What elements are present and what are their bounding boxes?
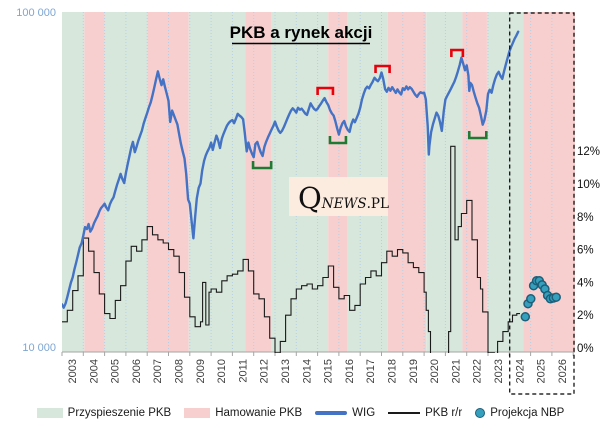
legend-item-wig: WIG bbox=[315, 407, 375, 419]
trough-bracket-icon bbox=[328, 136, 348, 145]
right-axis-label: 4% bbox=[577, 277, 594, 289]
chart-title: PKB a rynek akcji bbox=[230, 23, 373, 42]
peak-bracket-icon bbox=[316, 86, 335, 95]
legend-label-projection: Projekcja NBP bbox=[490, 407, 565, 419]
x-axis-year-label: 2008 bbox=[174, 359, 186, 383]
gdp-phase-band-green bbox=[62, 12, 85, 352]
right-axis-label: 8% bbox=[577, 212, 594, 224]
gdp-phase-band-green bbox=[188, 12, 246, 352]
legend-label-pkb: PKB r/r bbox=[425, 407, 463, 419]
chart-canvas: 2003 2004 2005 2006 2007 2008 2009 2010 2011 2012… bbox=[16, 7, 600, 395]
trough-bracket-icon bbox=[467, 131, 488, 140]
gdp-phase-band-pink bbox=[462, 12, 487, 352]
qnews-watermark: QNEWS.PL bbox=[298, 181, 389, 215]
green-band-swatch-icon bbox=[36, 408, 63, 418]
x-axis-year-label: 2015 bbox=[323, 359, 335, 383]
right-axis-label: 2% bbox=[577, 310, 594, 322]
x-axis-year-label: 2014 bbox=[301, 359, 313, 383]
projection-period-box bbox=[509, 12, 575, 395]
teal-dot-swatch-icon bbox=[475, 408, 486, 418]
x-axis-year-label: 2006 bbox=[131, 359, 143, 383]
gdp-phase-band-pink bbox=[245, 12, 272, 352]
x-axis-year-label: 2013 bbox=[280, 359, 292, 383]
x-axis-year-label: 2011 bbox=[237, 359, 249, 383]
gdp-phase-band-green bbox=[426, 12, 463, 352]
x-axis-year-label: 2020 bbox=[429, 359, 441, 383]
pkb-yoy-line bbox=[62, 145, 520, 353]
x-axis-year-label: 2021 bbox=[450, 359, 462, 383]
nbp-projection-dot bbox=[551, 292, 561, 302]
peak-bracket-icon bbox=[374, 64, 391, 73]
x-axis-year-label: 2025 bbox=[536, 359, 548, 383]
nbp-projection-dot bbox=[526, 294, 536, 304]
legend-label-deceleration: Hamowanie PKB bbox=[215, 407, 303, 419]
x-axis-year-label: 2003 bbox=[67, 359, 79, 383]
right-axis-label: 0% bbox=[577, 343, 594, 355]
wig-index-line bbox=[62, 30, 520, 309]
legend-label-wig: WIG bbox=[352, 407, 376, 419]
blue-line-swatch-icon bbox=[315, 411, 348, 415]
x-axis-year-label: 2009 bbox=[195, 359, 207, 383]
x-axis-year-label: 2023 bbox=[493, 359, 505, 383]
x-axis-year-label: 2016 bbox=[344, 359, 356, 383]
left-axis-label-top: 100 000 bbox=[16, 7, 56, 19]
x-axis-year-label: 2004 bbox=[88, 359, 100, 383]
right-axis-label: 6% bbox=[577, 245, 594, 257]
gdp-phase-band-pink bbox=[147, 12, 189, 352]
black-line-swatch-icon bbox=[388, 412, 421, 414]
gdp-phase-band-green bbox=[104, 12, 148, 352]
pink-band-swatch-icon bbox=[184, 408, 211, 418]
right-axis-label: 12% bbox=[577, 146, 600, 158]
peak-bracket-icon bbox=[450, 48, 465, 57]
trough-bracket-icon bbox=[251, 161, 273, 170]
x-axis-year-label: 2019 bbox=[408, 359, 420, 383]
gdp-phase-band-pink bbox=[387, 12, 427, 352]
legend-item-deceleration: Hamowanie PKB bbox=[184, 407, 302, 419]
x-axis-year-label: 2005 bbox=[110, 359, 122, 383]
x-axis-year-label: 2018 bbox=[387, 359, 399, 383]
legend-label-acceleration: Przyspieszenie PKB bbox=[67, 407, 172, 419]
x-axis-year-label: 2024 bbox=[514, 359, 526, 383]
x-axis-year-label: 2007 bbox=[152, 359, 164, 383]
legend-item-acceleration: Przyspieszenie PKB bbox=[36, 407, 172, 419]
x-axis-year-label: 2012 bbox=[259, 359, 271, 383]
chart-legend: Przyspieszenie PKB Hamowanie PKB WIG PKB… bbox=[0, 399, 601, 427]
right-axis-label: 10% bbox=[577, 179, 600, 191]
left-axis-label-bottom: 10 000 bbox=[22, 342, 56, 354]
legend-item-projection: Projekcja NBP bbox=[475, 407, 564, 419]
legend-item-pkb: PKB r/r bbox=[388, 407, 462, 419]
watermark-box bbox=[289, 177, 388, 216]
nbp-projection-dot bbox=[520, 312, 531, 322]
x-axis-year-label: 2010 bbox=[216, 359, 228, 383]
x-axis-year-label: 2026 bbox=[557, 359, 569, 383]
x-axis-year-label: 2017 bbox=[365, 359, 377, 383]
gdp-phase-band-pink bbox=[84, 12, 105, 352]
x-axis-year-label: 2022 bbox=[472, 359, 484, 383]
